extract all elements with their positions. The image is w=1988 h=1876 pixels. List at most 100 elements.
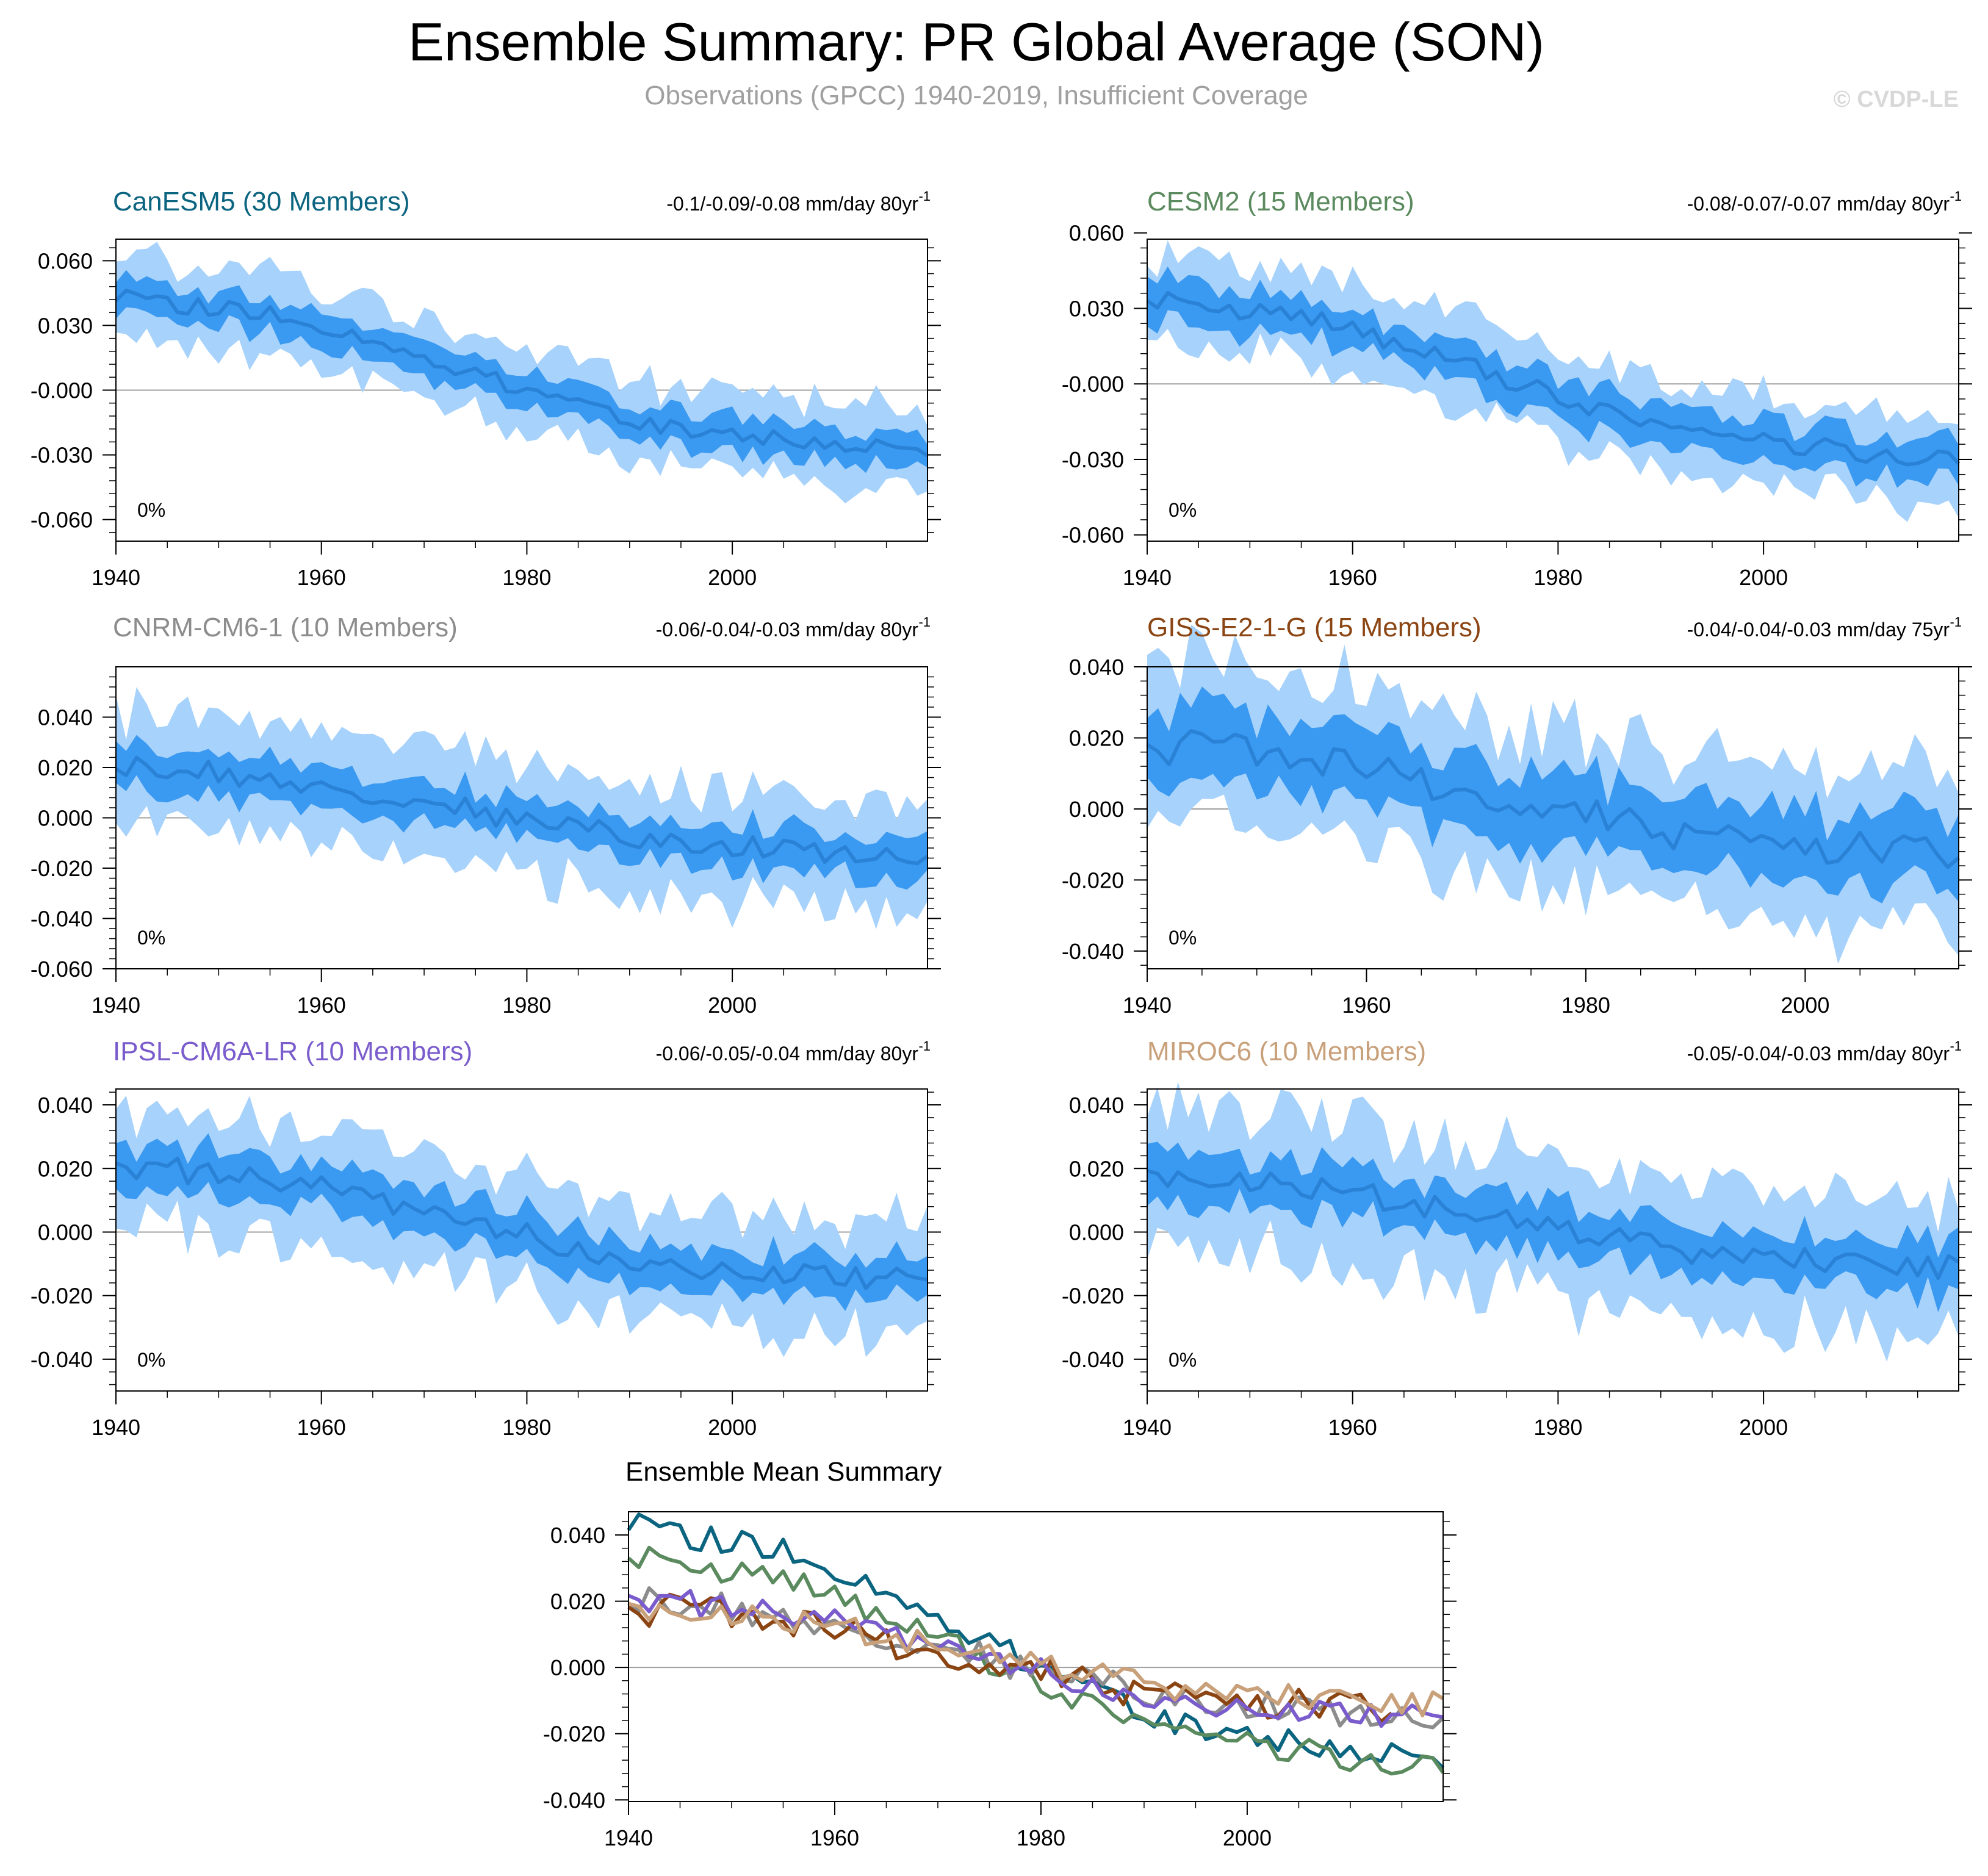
y-tick-label: 0.060 [1069,221,1124,246]
plot-frame [1147,239,1959,542]
x-tick-label: 1940 [1123,1415,1172,1440]
trend-text: -0.08/-0.07/-0.07 mm/day 80yr [1687,193,1950,215]
trend-text: -0.1/-0.09/-0.08 mm/day 80yr [666,193,918,215]
y-tick-label: 0.040 [1069,655,1124,680]
x-tick-label: 1940 [1123,993,1172,1018]
y-tick-label: 0.020 [1069,725,1124,750]
summary-title: Ensemble Mean Summary [625,1457,942,1487]
x-tick-label: 1980 [502,565,551,590]
y-tick-label: 0.000 [1069,1220,1124,1245]
y-tick-label: 0.030 [1069,296,1124,321]
y-tick-label: -0.040 [1062,1347,1124,1372]
trend-text: -0.04/-0.04/-0.03 mm/day 75yr [1687,619,1950,641]
y-tick-label: -0.020 [31,856,93,881]
plot-frame [115,1088,928,1392]
trend-superscript: -1 [918,1038,931,1054]
y-tick-label: 0.000 [550,1655,605,1680]
spread-band-inner [116,270,927,473]
y-tick-label: 0.020 [38,755,93,780]
spread-band-inner [116,735,927,890]
y-tick-label: 0.020 [1069,1156,1124,1181]
spread-band-inner [1147,686,1959,904]
y-tick-label: -0.060 [31,508,93,533]
panel-title: CESM2 (15 Members) [1147,187,1414,217]
x-tick-label: 1940 [92,565,140,590]
spread-band-inner [1147,266,1959,488]
ensemble-mean-line [115,1156,928,1290]
x-tick-label: 1940 [1123,565,1172,590]
y-tick-label: 0.030 [38,313,93,338]
chart-giss: 0.040 0.020 0.000 -0.020 -0.040 1940 1960 1980 2… [1062,613,1972,1018]
y-tick-label: -0.040 [31,907,93,932]
y-tick-label: -0.000 [31,378,93,403]
x-tick-label: 1980 [1561,993,1610,1018]
chart-cesm2: 0.060 0.030 -0.000 -0.030 -0.060 1940 1960 1980… [1062,187,1972,590]
y-tick-label: 0.040 [1069,1093,1124,1118]
x-tick-label: 1960 [297,993,346,1018]
y-tick-label: -0.020 [31,1284,93,1309]
chart-miroc6: 0.040 0.020 0.000 -0.020 -0.040 1940 1960 1980 2… [1062,1037,1972,1440]
y-tick-label: 0.040 [38,1093,93,1118]
spread-band-inner [1147,1141,1959,1312]
y-tick-label: -0.020 [1062,868,1124,893]
x-tick-label: 2000 [708,565,757,590]
series-line-canesm5 [627,1512,1445,1770]
y-tick-label: 0.000 [1069,797,1124,822]
x-tick-label: 1960 [1342,993,1391,1018]
trend-superscript: -1 [918,189,931,204]
trend-superscript: -1 [1950,189,1962,204]
trend-text: -0.05/-0.04/-0.03 mm/day 80yr [1687,1043,1950,1065]
x-tick-label: 2000 [708,993,757,1018]
y-tick-label: 0.040 [550,1523,605,1548]
y-tick-label: -0.020 [543,1722,605,1747]
chart-ipsl: 0.040 0.020 0.000 -0.020 -0.040 1940 1960 1980 2… [31,1037,941,1440]
ensemble-mean-line [1146,729,1960,869]
panel-title: GISS-E2-1-G (15 Members) [1147,613,1482,642]
series-line-miroc6 [628,1601,1444,1717]
series-line-cesm2 [627,1545,1445,1776]
spread-band-outer [116,242,927,504]
panel-title: MIROC6 (10 Members) [1147,1037,1426,1066]
chart-summary: 0.040 0.020 0.000 -0.020 -0.040 1940 1960 1980 2… [543,1457,1457,1850]
percent-label: 0% [1169,499,1197,521]
x-tick-label: 1980 [502,1415,551,1440]
x-tick-label: 2000 [1739,1415,1788,1440]
percent-label: 0% [137,1349,165,1371]
x-tick-label: 2000 [1223,1825,1272,1850]
series-line-ipsl [627,1589,1444,1728]
x-tick-label: 2000 [708,1415,757,1440]
panel-title: IPSL-CM6A-LR (10 Members) [113,1037,472,1066]
chart-cnrm: 0.040 0.020 0.000 -0.020 -0.040 -0.060 1940 196… [31,613,941,1018]
percent-label: 0% [137,927,165,949]
y-tick-label: -0.030 [31,443,93,468]
trend-superscript: -1 [1950,1038,1962,1054]
y-tick-label: -0.040 [543,1788,605,1813]
x-tick-label: 2000 [1739,565,1788,590]
y-tick-label: 0.020 [550,1589,605,1614]
x-tick-label: 2000 [1781,993,1829,1018]
trend-superscript: -1 [1950,614,1962,630]
x-tick-label: 1940 [604,1825,653,1850]
x-tick-label: 1960 [297,1415,346,1440]
ensemble-mean-line [115,755,929,866]
series-line-giss [627,1592,1393,1723]
y-tick-label: 0.060 [38,248,93,273]
x-tick-label: 1960 [1328,565,1377,590]
panel-title: CNRM-CM6-1 (10 Members) [113,613,458,642]
x-tick-label: 1960 [1328,1415,1377,1440]
y-tick-label: 0.040 [38,705,93,730]
percent-label: 0% [137,499,165,521]
chart-canesm5: 0.060 0.030 -0.000 -0.030 -0.060 1940 1960 1980… [31,187,941,590]
ensemble-mean-line [1146,291,1961,467]
y-tick-label: 0.000 [38,806,93,831]
plot-frame [1147,1088,1959,1392]
ensemble-mean-line [1147,1169,1960,1281]
page-subtitle: Observations (GPCC) 1940-2019, Insuffici… [644,81,1308,110]
page-title: Ensemble Summary: PR Global Average (SON… [408,12,1544,72]
trend-superscript: -1 [918,614,931,630]
x-tick-label: 1940 [92,1415,140,1440]
x-tick-label: 1960 [297,565,346,590]
y-tick-label: -0.060 [31,957,93,982]
y-tick-label: -0.030 [1062,447,1124,472]
plot-frame [628,1511,1444,1802]
